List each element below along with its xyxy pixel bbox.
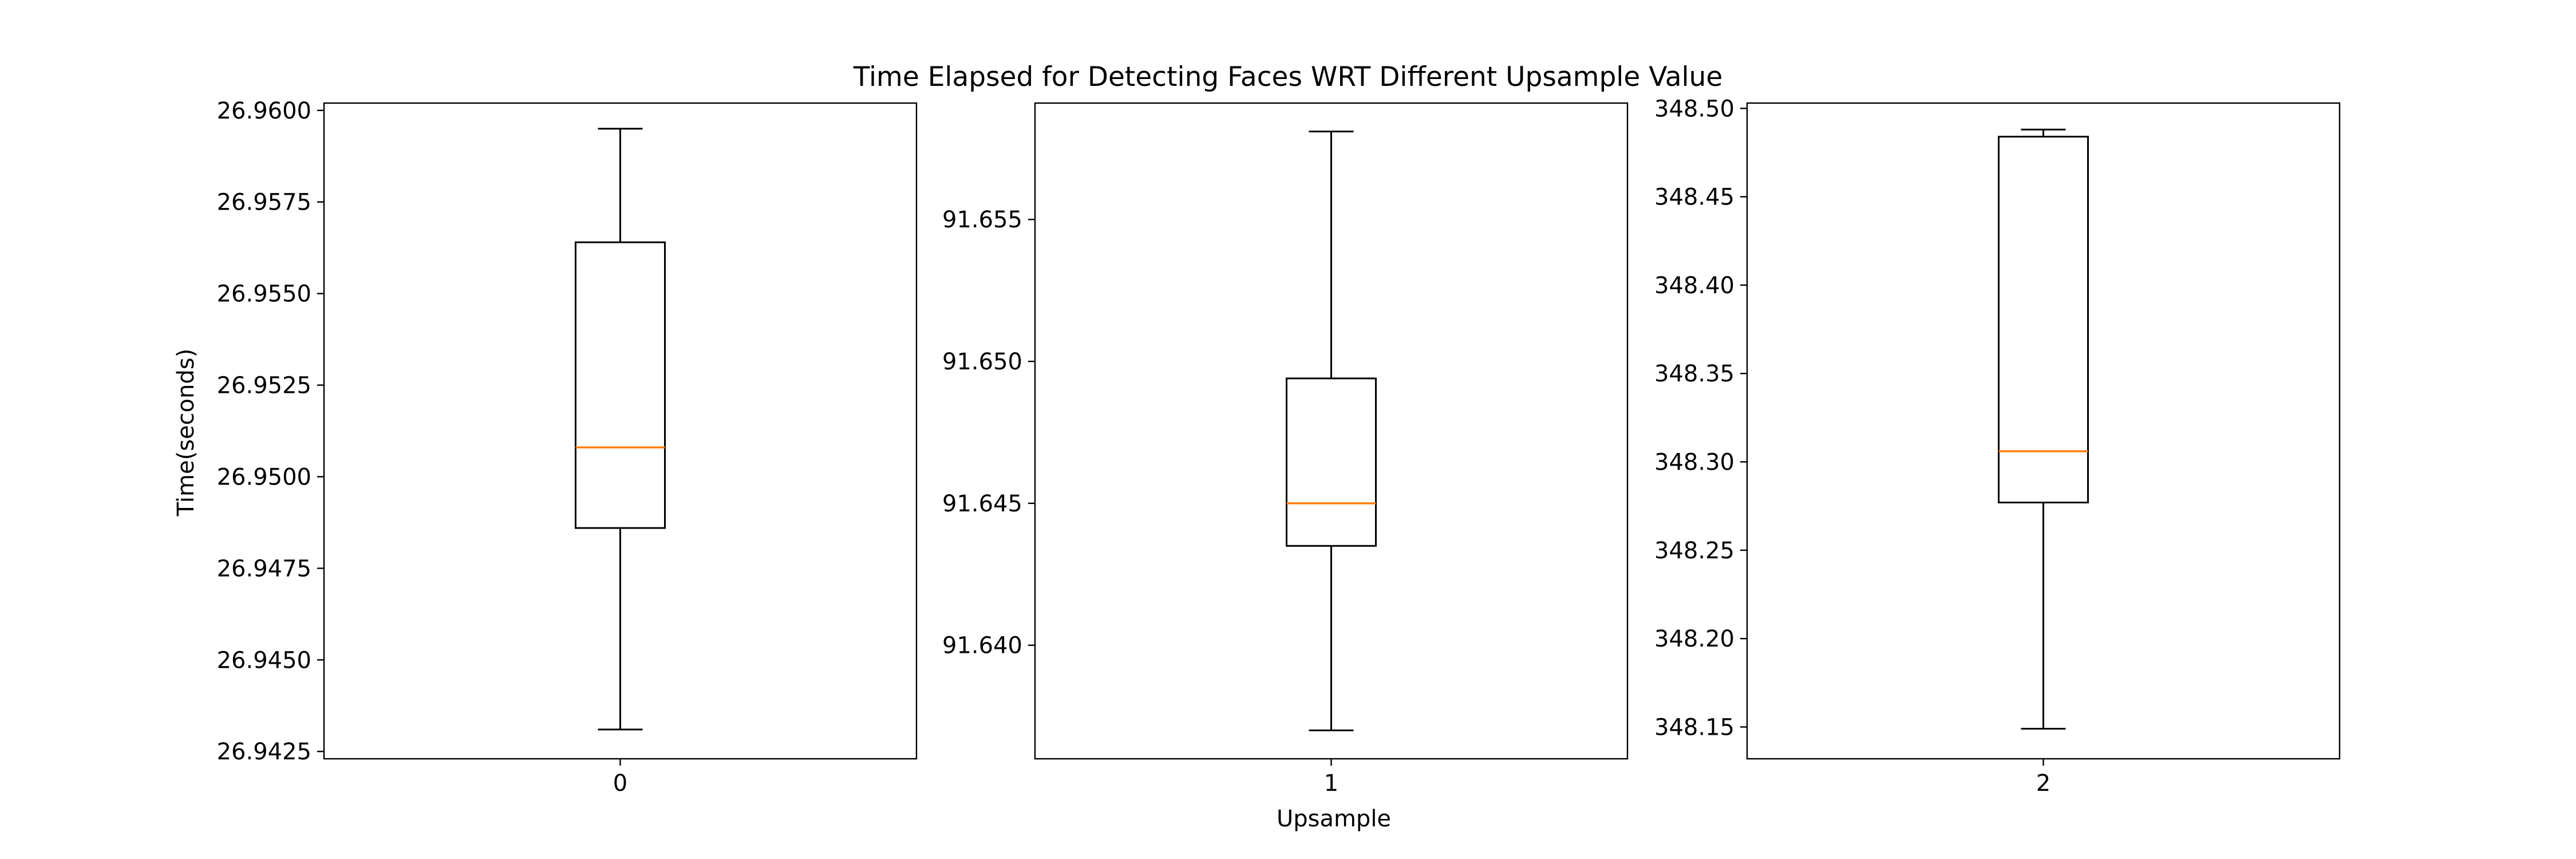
y-tick-label: 91.640 <box>942 633 1022 659</box>
iqr-box <box>1998 136 2089 503</box>
y-tick-label: 348.40 <box>1654 273 1735 299</box>
y-tick-label: 348.25 <box>1654 538 1735 564</box>
x-tick-label: 0 <box>613 770 627 797</box>
x-tick-label: 1 <box>1324 770 1338 797</box>
x-axis-label: Upsample <box>1277 806 1391 832</box>
y-tick-label: 348.30 <box>1654 450 1735 476</box>
subplot-2: 348.15 348.20 348.25 348.30 348.35 348.40 348.… <box>1654 96 2341 797</box>
subplot-0: 26.9425 26.9450 26.9475 26.9500 26.9525 26.95… <box>217 98 918 797</box>
subplot-1: 91.640 91.645 91.650 91.655 1 <box>942 102 1629 797</box>
y-tick-label: 348.35 <box>1654 361 1735 387</box>
y-tick-label: 26.9575 <box>217 190 311 216</box>
iqr-box <box>575 241 666 529</box>
y-tick-label: 26.9600 <box>217 98 311 124</box>
x-tick-label: 2 <box>2036 770 2050 797</box>
y-tick-label: 91.650 <box>942 349 1022 375</box>
y-tick-label: 26.9550 <box>217 281 311 308</box>
y-tick-label: 348.50 <box>1654 96 1735 122</box>
y-tick-label: 348.45 <box>1654 184 1735 211</box>
y-tick-label: 91.645 <box>942 491 1022 517</box>
y-tick-label: 26.9450 <box>217 647 311 673</box>
y-tick-label: 26.9425 <box>217 739 311 765</box>
chart-title: Time Elapsed for Detecting Faces WRT Dif… <box>853 61 1723 93</box>
y-tick-label: 26.9500 <box>217 464 311 490</box>
y-tick-label: 26.9525 <box>217 373 311 399</box>
y-tick-label: 348.15 <box>1654 714 1735 740</box>
iqr-box <box>1286 377 1377 547</box>
y-tick-label: 348.20 <box>1654 626 1735 652</box>
subplot-panels: 26.9425 26.9450 26.9475 26.9500 26.9525 26.95… <box>217 96 2341 797</box>
y-tick-label: 91.655 <box>942 207 1022 233</box>
y-tick-label: 26.9475 <box>217 555 311 582</box>
y-axis-label: Time(seconds) <box>173 349 199 517</box>
